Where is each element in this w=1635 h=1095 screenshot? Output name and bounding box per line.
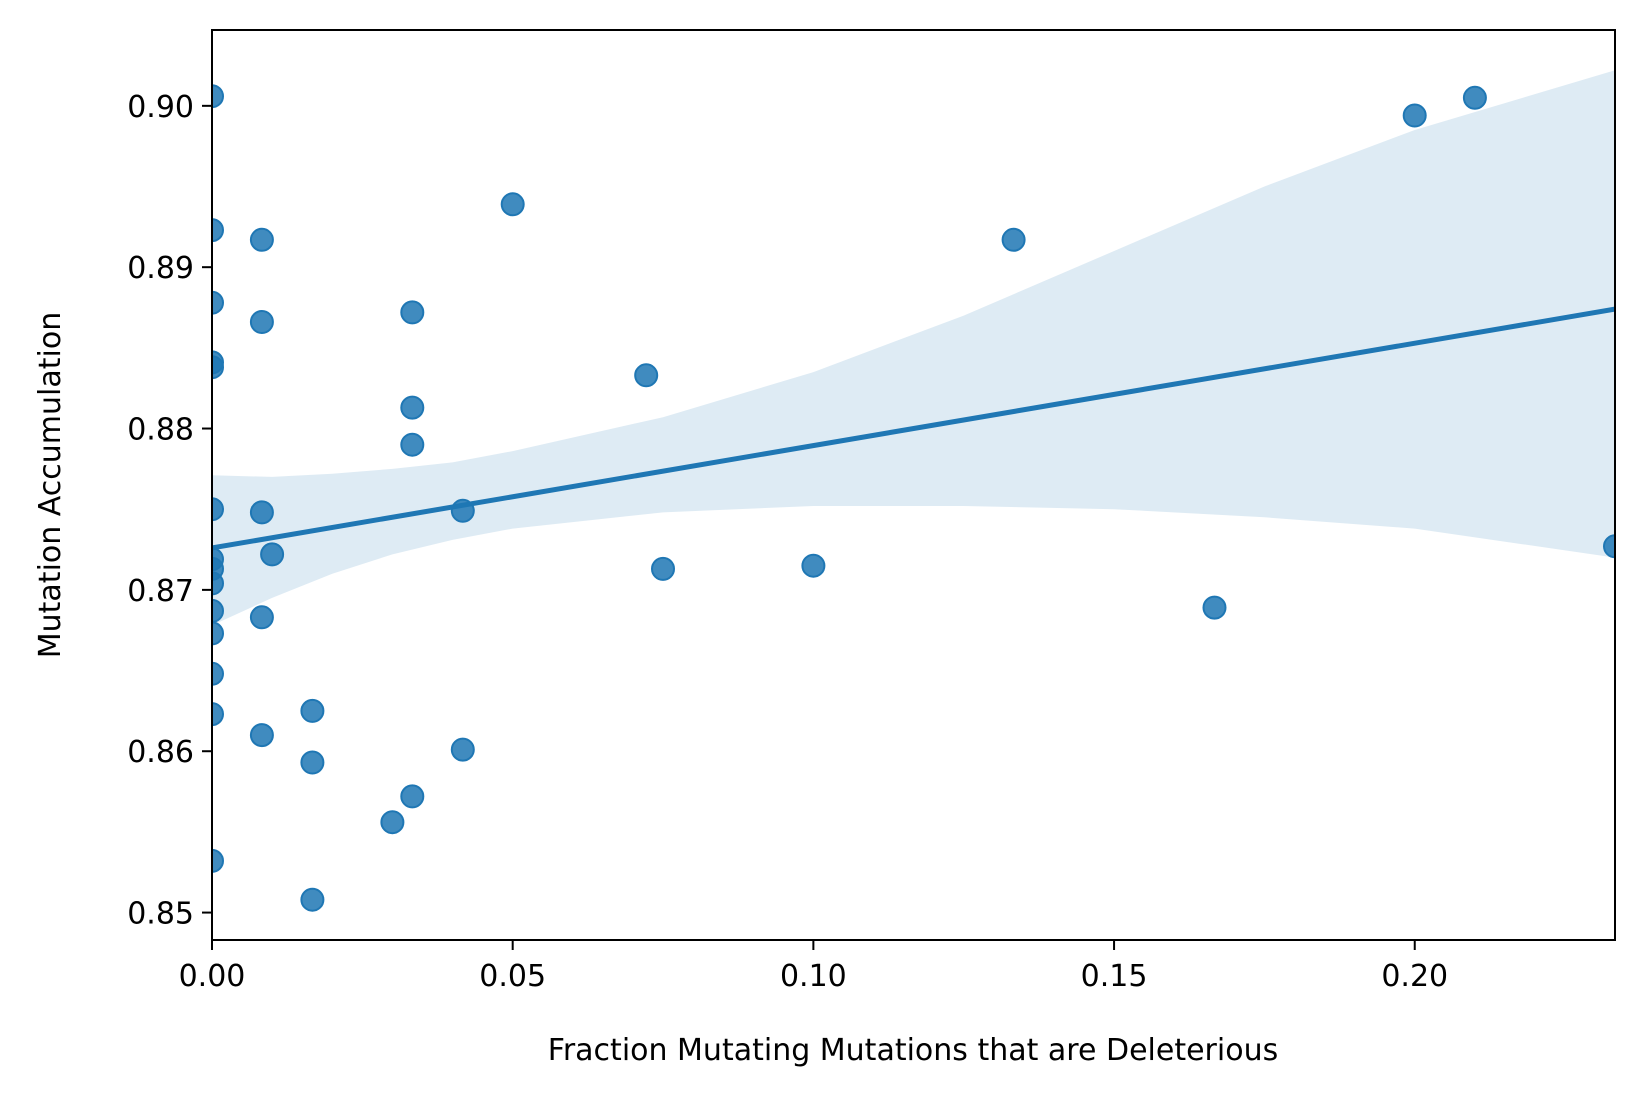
x-tick-label: 0.15 bbox=[1081, 959, 1148, 994]
data-point bbox=[212, 290, 224, 315]
data-point bbox=[212, 621, 224, 646]
x-tick-label: 0.05 bbox=[479, 959, 546, 994]
data-point bbox=[249, 500, 274, 525]
data-point bbox=[300, 750, 325, 775]
data-point bbox=[1462, 85, 1487, 110]
plot-frame bbox=[211, 29, 1616, 941]
y-tick-label: 0.85 bbox=[127, 897, 194, 932]
data-point bbox=[450, 737, 475, 762]
data-point bbox=[300, 887, 325, 912]
data-point bbox=[249, 605, 274, 630]
data-point bbox=[1202, 595, 1227, 620]
y-tick-label: 0.90 bbox=[127, 90, 194, 125]
data-point bbox=[634, 363, 659, 388]
data-point bbox=[212, 497, 224, 522]
y-tick-label: 0.86 bbox=[127, 735, 194, 770]
y-axis-label: Mutation Accumulation bbox=[33, 312, 68, 658]
data-point bbox=[212, 571, 224, 596]
data-point bbox=[249, 310, 274, 334]
data-point bbox=[249, 227, 274, 252]
data-point bbox=[400, 432, 425, 457]
x-tick-label: 0.00 bbox=[179, 959, 246, 994]
data-point bbox=[400, 395, 425, 420]
data-point bbox=[500, 192, 525, 217]
y-axis: 0.85 0.86 0.87 0.88 0.89 0.90 bbox=[127, 90, 212, 932]
data-point bbox=[450, 498, 475, 523]
x-axis-label: Fraction Mutating Mutations that are Del… bbox=[548, 1033, 1278, 1068]
x-tick-label: 0.20 bbox=[1381, 959, 1448, 994]
data-point bbox=[400, 300, 425, 325]
regression-line bbox=[212, 306, 1615, 551]
data-point bbox=[651, 556, 675, 581]
data-point bbox=[1001, 227, 1026, 252]
y-tick-label: 0.89 bbox=[127, 251, 194, 286]
data-point bbox=[249, 723, 274, 748]
data-point bbox=[212, 218, 224, 243]
data-point bbox=[212, 355, 224, 380]
data-point bbox=[212, 598, 224, 623]
x-tick-label: 0.10 bbox=[780, 959, 847, 994]
data-point bbox=[1402, 103, 1427, 128]
x-axis: 0.00 0.05 0.10 0.15 0.20 bbox=[179, 940, 1448, 994]
data-point bbox=[300, 698, 325, 723]
data-point bbox=[212, 661, 224, 686]
data-point bbox=[380, 810, 405, 835]
data-point bbox=[260, 542, 285, 567]
data-point bbox=[400, 784, 425, 809]
data-point bbox=[212, 702, 224, 727]
plot-area bbox=[212, 70, 1615, 912]
data-point bbox=[801, 553, 826, 578]
data-point bbox=[212, 848, 224, 873]
y-tick-label: 0.87 bbox=[127, 574, 194, 609]
data-point bbox=[1603, 534, 1615, 559]
data-point bbox=[212, 84, 224, 109]
y-tick-label: 0.88 bbox=[127, 413, 194, 448]
data-points bbox=[212, 84, 1615, 912]
